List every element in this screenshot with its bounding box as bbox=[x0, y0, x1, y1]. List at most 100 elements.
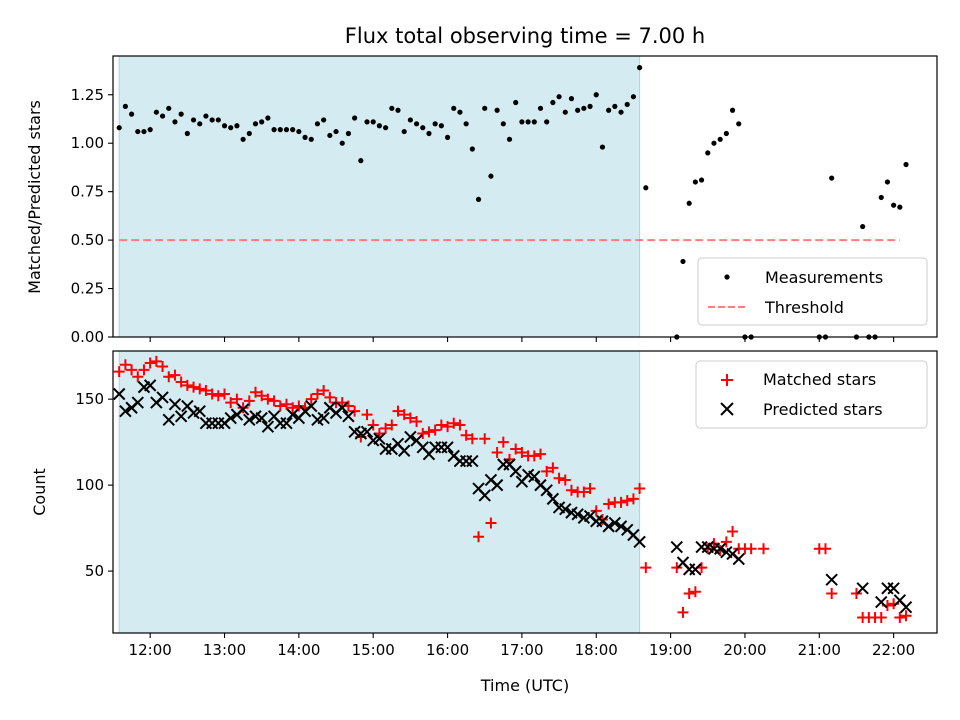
matched-star-point bbox=[293, 400, 305, 412]
measurement-point bbox=[513, 99, 519, 106]
measurement-point bbox=[314, 121, 321, 127]
measurement-point bbox=[153, 109, 159, 115]
measurement-point bbox=[215, 117, 221, 123]
measurement-point bbox=[184, 130, 190, 137]
matched-star-point bbox=[262, 393, 274, 405]
predicted-star-point bbox=[559, 502, 572, 516]
measurement-point bbox=[698, 177, 705, 183]
measurement-point bbox=[339, 140, 345, 146]
matched-star-point bbox=[305, 393, 317, 405]
matched-star-point bbox=[683, 587, 695, 599]
predicted-star-point bbox=[695, 540, 708, 554]
measurement-point bbox=[587, 103, 593, 109]
x-tick-label: 15:00 bbox=[352, 641, 395, 659]
legend-label-predicted: Predicted stars bbox=[763, 400, 883, 419]
matched-star-point bbox=[367, 419, 379, 431]
measurement-point bbox=[128, 111, 135, 117]
measurement-point bbox=[376, 123, 383, 129]
matched-star-point bbox=[584, 483, 596, 495]
legend-marker-predicted bbox=[720, 402, 734, 416]
matched-star-point bbox=[745, 543, 757, 555]
matched-star-point bbox=[274, 400, 286, 412]
matched-star-point bbox=[169, 369, 181, 381]
predicted-star-point bbox=[373, 432, 386, 445]
measurement-point bbox=[550, 99, 556, 106]
predicted-star-point bbox=[131, 396, 144, 409]
matched-star-point bbox=[138, 364, 150, 376]
x-tick-label: 17:00 bbox=[500, 641, 543, 659]
matched-star-point bbox=[380, 422, 392, 434]
measurement-point bbox=[407, 117, 413, 123]
measurement-point bbox=[884, 179, 891, 185]
predicted-star-point bbox=[112, 387, 126, 401]
matched-star-point bbox=[324, 391, 336, 403]
matched-star-point bbox=[875, 612, 887, 624]
predicted-star-point bbox=[466, 454, 479, 468]
matched-star-point bbox=[689, 586, 701, 598]
predicted-star-point bbox=[887, 582, 900, 595]
observing-window-top bbox=[118, 55, 641, 338]
matched-star-point bbox=[163, 371, 175, 383]
measurement-point bbox=[444, 134, 451, 140]
measurement-point bbox=[352, 115, 358, 121]
measurement-point bbox=[637, 65, 643, 71]
measurement-point bbox=[599, 144, 606, 150]
measurement-point bbox=[451, 105, 457, 111]
matched-star-point bbox=[671, 562, 683, 574]
matched-star-point bbox=[373, 428, 385, 440]
measurement-point bbox=[494, 107, 500, 113]
matched-star-point bbox=[126, 364, 138, 376]
matched-star-point bbox=[758, 543, 770, 555]
matched-star-point bbox=[429, 424, 441, 436]
predicted-star-point bbox=[404, 430, 417, 444]
predicted-star-point bbox=[305, 399, 318, 413]
matched-star-point bbox=[132, 371, 144, 383]
matched-star-point bbox=[603, 498, 615, 510]
predicted-star-point bbox=[397, 444, 411, 457]
measurement-point bbox=[891, 202, 897, 208]
measurement-point bbox=[141, 128, 147, 135]
measurement-point bbox=[172, 119, 178, 125]
predicted-star-point bbox=[614, 520, 628, 533]
matched-star-point bbox=[819, 543, 831, 555]
measurement-point bbox=[630, 94, 637, 100]
predicted-star-point bbox=[317, 411, 330, 425]
measurement-point bbox=[593, 92, 599, 98]
measurement-point bbox=[729, 107, 736, 113]
top-panel: 0.00 0.25 0.50 0.75 1.00 1.25 Flux total obse… bbox=[25, 24, 938, 346]
measurement-point bbox=[283, 127, 290, 133]
predicted-star-point bbox=[490, 478, 504, 492]
predicted-star-point bbox=[255, 411, 268, 425]
predicted-star-point bbox=[162, 413, 175, 426]
y-tick-label: 50 bbox=[85, 562, 104, 580]
measurement-point bbox=[228, 125, 234, 131]
matched-star-point bbox=[485, 517, 497, 529]
predicted-star-point bbox=[571, 508, 584, 521]
predicted-star-point bbox=[633, 535, 646, 549]
predicted-star-point bbox=[713, 542, 727, 555]
predicted-star-point bbox=[825, 573, 838, 586]
matched-star-point bbox=[225, 397, 237, 409]
matched-star-point bbox=[404, 412, 416, 424]
predicted-star-point bbox=[236, 403, 250, 416]
x-axis-label: Time (UTC) bbox=[480, 676, 569, 695]
measurement-point bbox=[829, 175, 835, 181]
bottom-legend: Matched stars Predicted stars bbox=[695, 360, 928, 429]
matched-star-point bbox=[473, 531, 485, 543]
matched-star-point bbox=[411, 416, 423, 427]
matched-star-point bbox=[194, 383, 206, 395]
predicted-star-point bbox=[441, 441, 454, 454]
matched-star-point bbox=[249, 386, 261, 398]
measurement-point bbox=[296, 128, 302, 135]
y-tick-label: 0.50 bbox=[71, 231, 104, 249]
measurement-point bbox=[544, 119, 550, 125]
measurement-point bbox=[463, 121, 469, 127]
predicted-star-point bbox=[689, 563, 702, 576]
measurement-point bbox=[395, 107, 401, 113]
measurement-point bbox=[568, 96, 575, 102]
observing-window-bottom bbox=[118, 350, 641, 634]
matched-star-point bbox=[113, 366, 125, 378]
measurement-point bbox=[147, 127, 153, 133]
x-tick-label: 18:00 bbox=[575, 641, 618, 659]
matched-star-point bbox=[504, 453, 516, 465]
